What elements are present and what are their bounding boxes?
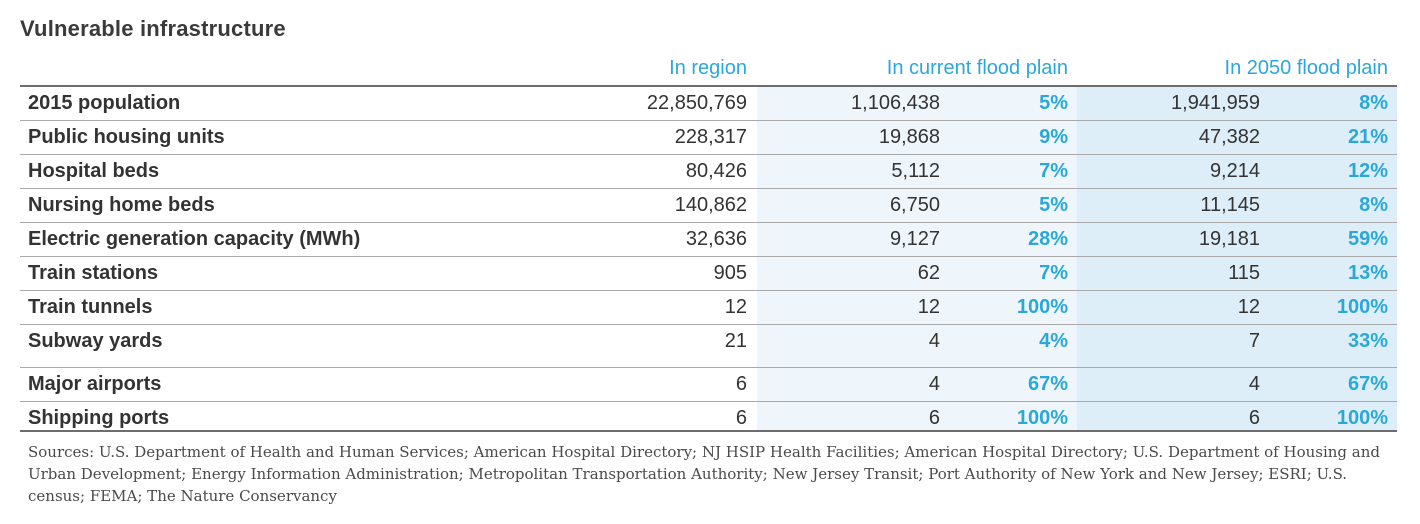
header-current-flood-plain: In current flood plain: [886, 57, 1068, 79]
row-divider: [20, 367, 1397, 368]
table-row: Train tunnels 12 12 100% 12 100%: [0, 290, 1420, 324]
current-flood-plain-value: 19,868: [878, 125, 940, 148]
in-region-value: 32,636: [685, 227, 747, 250]
flood-plain-2050-value: 7: [1248, 329, 1260, 352]
current-flood-plain-value: 5,112: [891, 159, 940, 182]
current-flood-plain-percent: 7%: [1039, 261, 1068, 284]
flood-plain-2050-percent: 8%: [1359, 193, 1388, 216]
row-label: Hospital beds: [28, 159, 160, 182]
table-row: Public housing units 228,317 19,868 9% 47,38…: [0, 120, 1420, 154]
flood-plain-2050-percent: 100%: [1336, 406, 1388, 429]
flood-plain-2050-value: 47,382: [1198, 125, 1260, 148]
current-flood-plain-percent: 4%: [1039, 329, 1068, 352]
row-divider: [20, 222, 1397, 223]
flood-plain-2050-value: 4: [1248, 372, 1260, 395]
in-region-value: 140,862: [674, 193, 747, 216]
row-divider: [20, 154, 1397, 155]
header-2050-flood-plain: In 2050 flood plain: [1224, 57, 1388, 79]
in-region-value: 905: [713, 261, 747, 284]
sources-note: Sources: U.S. Department of Health and H…: [28, 443, 1381, 505]
table-row: Shipping ports 6 6 100% 6 100%: [0, 401, 1420, 435]
row-label: Train stations: [28, 261, 159, 284]
in-region-value: 22,850,769: [646, 91, 747, 114]
row-divider: [20, 401, 1397, 402]
table-row: Subway yards 21 4 4% 7 33%: [0, 324, 1420, 358]
current-flood-plain-percent: 67%: [1027, 372, 1068, 395]
flood-plain-2050-percent: 59%: [1347, 227, 1388, 250]
flood-plain-2050-value: 115: [1228, 261, 1260, 284]
flood-plain-2050-percent: 21%: [1347, 125, 1388, 148]
current-flood-plain-value: 4: [928, 329, 940, 352]
row-divider: [20, 120, 1397, 121]
row-label: Public housing units: [28, 125, 225, 148]
flood-plain-2050-percent: 8%: [1359, 91, 1388, 114]
current-flood-plain-value: 1,106,438: [851, 91, 940, 114]
current-flood-plain-value: 12: [917, 295, 940, 318]
row-label: Subway yards: [28, 329, 163, 352]
row-label: Electric generation capacity (MWh): [28, 227, 361, 250]
current-flood-plain-percent: 100%: [1016, 295, 1068, 318]
row-label: Major airports: [28, 372, 162, 395]
table-row: Nursing home beds 140,862 6,750 5% 11,145 8%: [0, 188, 1420, 222]
current-flood-plain-value: 62: [917, 261, 940, 284]
flood-plain-2050-value: 11,145: [1200, 193, 1260, 216]
table-row: Hospital beds 80,426 5,112 7% 9,214 12%: [0, 154, 1420, 188]
flood-plain-2050-value: 12: [1237, 295, 1260, 318]
in-region-value: 6: [735, 372, 747, 395]
table-row: 2015 population 22,850,769 1,106,438 5% 1,94…: [0, 86, 1420, 120]
current-flood-plain-value: 6: [928, 406, 940, 429]
table-row: Electric generation capacity (MWh) 32,636…: [0, 222, 1420, 256]
flood-plain-2050-percent: 13%: [1347, 261, 1388, 284]
in-region-value: 80,426: [685, 159, 747, 182]
current-flood-plain-value: 6,750: [889, 193, 940, 216]
in-region-value: 6: [735, 406, 747, 429]
flood-plain-2050-percent: 100%: [1336, 295, 1388, 318]
flood-plain-2050-value: 19,181: [1198, 227, 1260, 250]
table-bottom-border: [20, 430, 1397, 432]
in-region-value: 21: [724, 329, 747, 352]
row-divider: [20, 188, 1397, 189]
row-divider: [20, 256, 1397, 257]
flood-plain-2050-value: 1,941,959: [1171, 91, 1260, 114]
header-divider: [20, 85, 1397, 87]
current-flood-plain-column-shading: [757, 86, 1077, 430]
table-row: Major airports 6 4 67% 4 67%: [0, 367, 1420, 401]
flood-plain-2050-percent: 12%: [1347, 159, 1388, 182]
row-divider: [20, 324, 1397, 325]
row-divider: [20, 290, 1397, 291]
current-flood-plain-value: 4: [928, 372, 940, 395]
current-flood-plain-percent: 28%: [1027, 227, 1068, 250]
flood-plain-2050-percent: 33%: [1347, 329, 1388, 352]
in-region-value: 228,317: [674, 125, 747, 148]
current-flood-plain-percent: 5%: [1039, 91, 1068, 114]
flood-plain-2050-value: 6: [1248, 406, 1260, 429]
current-flood-plain-percent: 9%: [1039, 125, 1068, 148]
table-title: Vulnerable infrastructure: [20, 16, 286, 41]
row-label: 2015 population: [28, 91, 181, 114]
header-in-region: In region: [669, 57, 747, 79]
current-flood-plain-value: 9,127: [889, 227, 940, 250]
row-label: Train tunnels: [28, 295, 153, 318]
current-flood-plain-percent: 7%: [1039, 159, 1068, 182]
in-region-value: 12: [724, 295, 747, 318]
current-flood-plain-percent: 100%: [1016, 406, 1068, 429]
row-label: Nursing home beds: [28, 193, 215, 216]
flood-plain-2050-column-shading: [1077, 86, 1397, 430]
flood-plain-2050-percent: 67%: [1347, 372, 1388, 395]
table-row: Train stations 905 62 7% 115 13%: [0, 256, 1420, 290]
row-label: Shipping ports: [28, 406, 170, 429]
flood-plain-2050-value: 9,214: [1209, 159, 1260, 182]
current-flood-plain-percent: 5%: [1039, 193, 1068, 216]
